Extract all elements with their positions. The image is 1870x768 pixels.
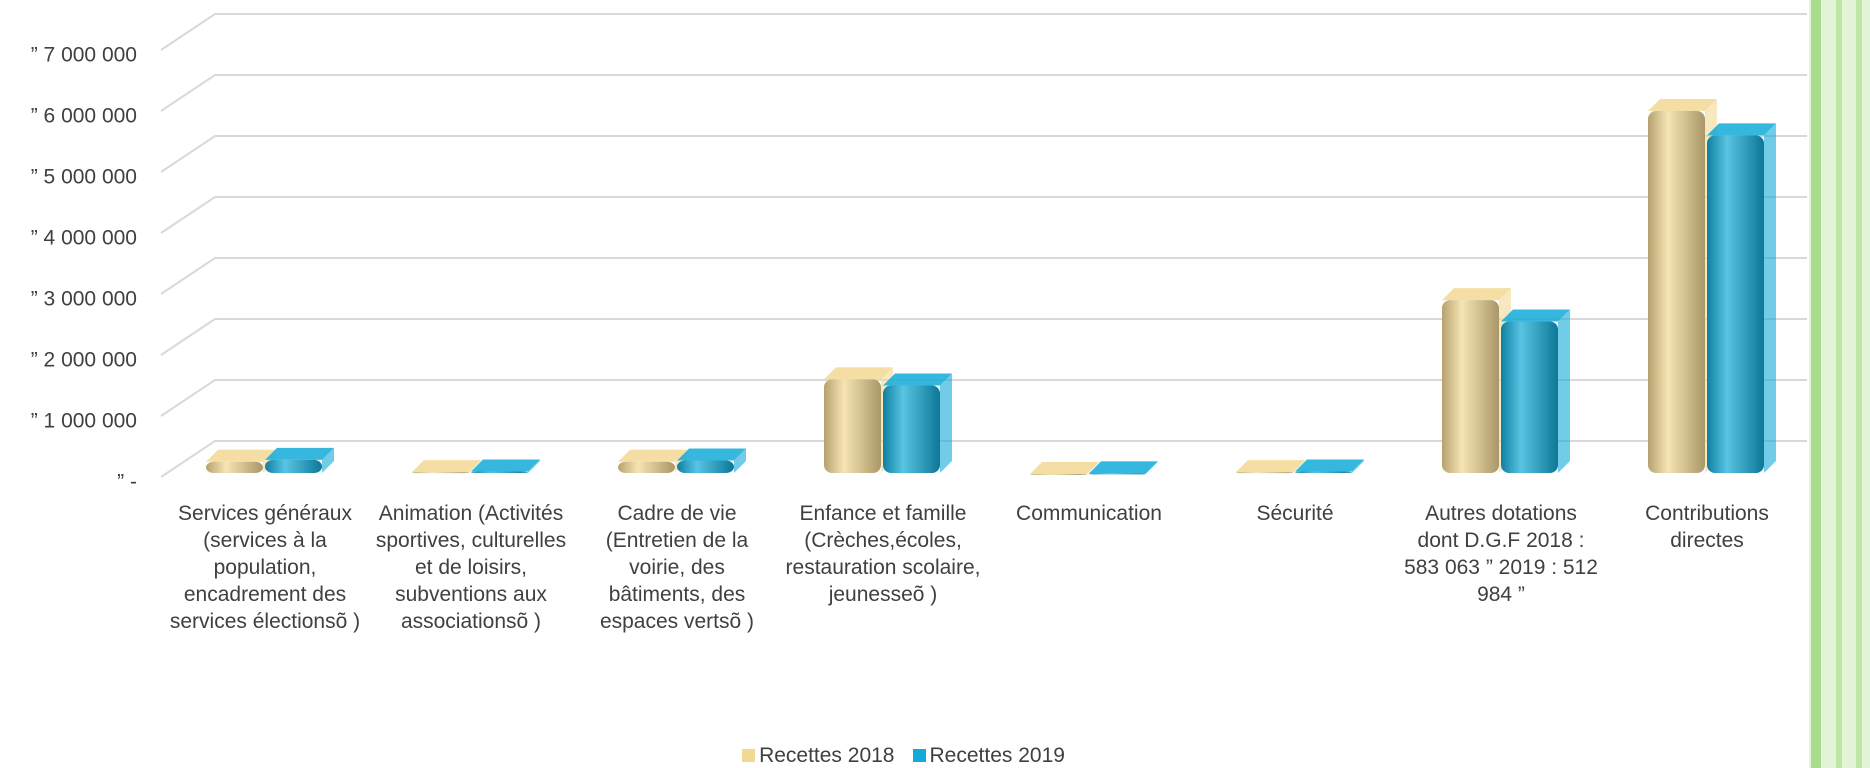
y-tick-label: ” 3 000 000 [31,288,137,311]
x-tick-label: Communication [1016,502,1162,525]
bar-side [734,448,746,473]
y-tick-label: ” 2 000 000 [31,349,137,372]
side-stripe [1836,0,1842,768]
bar-side [1558,309,1570,473]
x-tick-label: Cadre de vie (Entretien de la voirie, de… [599,502,755,633]
x-tick-label: Services généraux (services à la populat… [169,502,361,633]
bar [677,460,734,473]
x-tick-label: Animation (Activités sportives, culturel… [375,502,567,633]
bar [1030,473,1087,475]
grid-line [160,135,1807,173]
bar-side [1146,461,1158,474]
bar [824,379,881,473]
bar [412,472,469,474]
bar-side [469,460,481,473]
y-tick-label: ” 6 000 000 [31,105,137,128]
bar [471,471,528,473]
x-tick-label: Enfance et famille (Crèches,écoles, rest… [785,502,981,606]
side-stripe [1811,0,1821,768]
bar [1089,473,1146,475]
bar [1236,472,1293,474]
legend-label: Recettes 2018 [759,744,895,767]
y-tick-label: ” 1 000 000 [31,410,137,433]
bar-top [677,448,746,461]
bar-top [412,460,481,473]
bar [1707,135,1764,473]
x-tick-label: Autres dotations dont D.G.F 2018 : 583 0… [1404,502,1598,606]
bar-top [1707,123,1776,136]
grid-line [160,196,1807,234]
legend-swatch [912,749,926,762]
legend-swatch [742,749,756,762]
bar-side [1087,461,1099,474]
bar-top [471,459,540,472]
bar-side [1352,459,1364,473]
legend-item: Recettes 2019 [912,744,1065,768]
bar-top [1501,309,1570,322]
bar [1648,111,1705,473]
legend: Recettes 2018 Recettes 2019 [0,744,1807,768]
grid-line [160,257,1807,295]
bar [206,461,263,473]
y-tick-label: ” 4 000 000 [31,227,137,250]
bar [618,461,675,473]
legend-label: Recettes 2019 [929,744,1065,767]
bar-top [1295,459,1364,472]
x-tick-label: Contributions directes [1645,502,1769,552]
bar-top [265,447,334,460]
grid-line [160,13,1807,51]
grid-line [160,318,1807,356]
y-tick-label: ” - [117,471,137,494]
bar-top [824,367,893,380]
bar-top [1089,461,1158,474]
legend-item: Recettes 2018 [742,744,895,768]
bar-top [1030,461,1099,474]
bar-side [528,459,540,473]
bar-top [1648,99,1717,111]
bar-side [1764,123,1776,474]
side-stripe [1856,0,1862,768]
bar [1442,300,1499,473]
bar-side [1293,460,1305,473]
bar-top [883,373,952,386]
bar-side [940,373,952,473]
bar-top [1236,460,1305,473]
grid-line [160,379,1807,417]
grid-line [160,440,1807,478]
bar-top [618,449,687,462]
bar [1295,471,1352,473]
bar [265,459,322,473]
y-tick-label: ” 7 000 000 [31,44,137,67]
bar-top [206,449,275,462]
y-tick-label: ” 5 000 000 [31,166,137,189]
bar [883,385,940,473]
bar [1501,321,1558,473]
bar-top [1442,288,1511,301]
grid-line [160,74,1807,112]
bar-side [322,447,334,473]
x-tick-label: Sécurité [1256,502,1334,525]
